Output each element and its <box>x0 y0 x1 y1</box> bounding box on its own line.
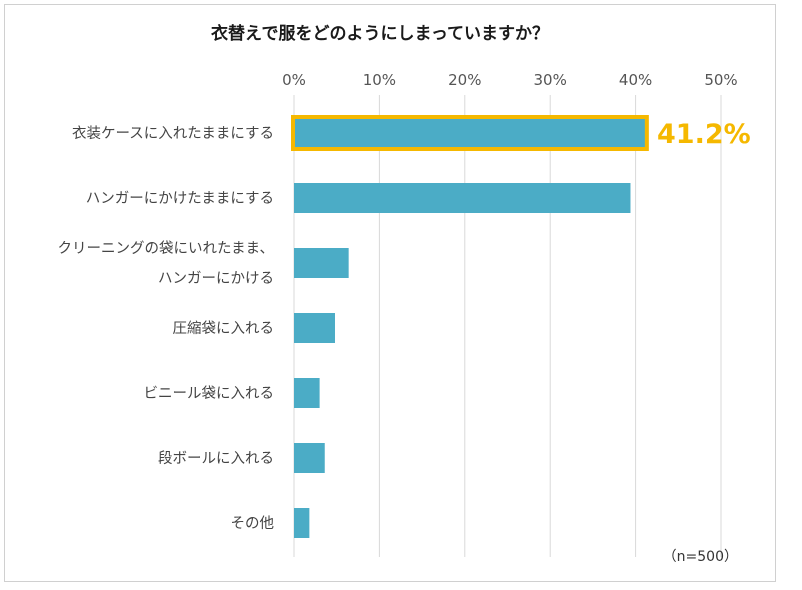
sample-size-note: （n=500） <box>663 549 738 565</box>
x-tick-label: 0% <box>282 71 306 89</box>
bar <box>294 248 349 278</box>
highlight-group: 41.2% <box>291 115 751 151</box>
highlight-value-label: 41.2% <box>657 119 751 150</box>
x-tick-labels: 0% 10% 20% 30% 40% 50% <box>282 71 738 89</box>
category-label: ハンガーにかけたままにする <box>86 190 274 207</box>
x-tick-label: 10% <box>363 71 396 89</box>
category-label: 段ボールに入れる <box>158 450 274 467</box>
gridlines <box>293 95 722 557</box>
bar <box>294 313 335 343</box>
x-tick-label: 40% <box>619 71 652 89</box>
category-label: クリーニングの袋にいれたまま、 <box>58 240 274 257</box>
x-tick-label: 50% <box>704 71 737 89</box>
x-tick-label: 20% <box>448 71 481 89</box>
category-label: 衣装ケースに入れたままにする <box>72 125 274 142</box>
bar <box>294 508 310 538</box>
bar <box>294 183 631 213</box>
category-labels: 衣装ケースに入れたままにするハンガーにかけたままにするクリーニングの袋にいれたま… <box>58 125 274 532</box>
category-label: ビニール袋に入れる <box>144 385 275 402</box>
highlight-box <box>291 115 649 151</box>
chart-frame <box>4 4 776 582</box>
bar <box>294 118 646 148</box>
category-label: ハンガーにかける <box>158 270 274 287</box>
bar <box>294 443 325 473</box>
chart-title: 衣替えで服をどのようにしまっていますか？ <box>211 23 549 44</box>
category-label: 圧縮袋に入れる <box>173 320 275 337</box>
category-label: その他 <box>231 515 275 532</box>
bar <box>294 378 320 408</box>
x-tick-label: 30% <box>534 71 567 89</box>
bars <box>294 118 646 538</box>
